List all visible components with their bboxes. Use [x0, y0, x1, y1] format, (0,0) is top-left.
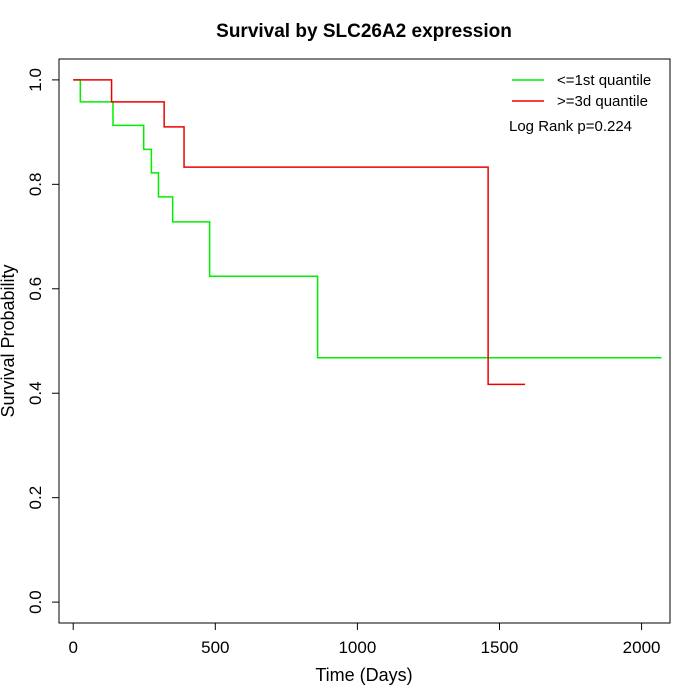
legend: <=1st quantile >=3d quantile	[512, 72, 651, 110]
x-tick-label: 0	[68, 638, 77, 657]
x-axis-label: Time (Days)	[315, 665, 412, 685]
x-tick-label: 500	[201, 638, 229, 657]
y-tick-label: 0.0	[26, 590, 45, 614]
y-axis: 0.0 0.2 0.4 0.6 0.8 1.0	[26, 68, 60, 614]
x-tick-label: 2000	[623, 638, 661, 657]
y-tick-label: 0.4	[26, 381, 45, 405]
y-tick-label: 1.0	[26, 68, 45, 92]
survival-curve-1	[73, 79, 662, 359]
plot-frame	[58, 58, 671, 624]
x-tick-label: 1500	[481, 638, 519, 657]
survival-curve-2	[73, 79, 526, 386]
y-tick-label: 0.6	[26, 277, 45, 301]
x-axis: 0 500 1000 1500 2000	[68, 622, 661, 657]
legend-label: <=1st quantile	[557, 72, 651, 89]
log-rank-annotation: Log Rank p=0.224	[509, 118, 632, 135]
y-tick-label: 0.8	[26, 173, 45, 197]
y-tick-label: 0.2	[26, 486, 45, 510]
chart-title: Survival by SLC26A2 expression	[216, 21, 512, 42]
x-tick-label: 1000	[338, 638, 376, 657]
series-layer	[73, 79, 662, 386]
legend-label: >=3d quantile	[557, 93, 648, 110]
y-axis-label: Survival Probability	[0, 264, 18, 417]
